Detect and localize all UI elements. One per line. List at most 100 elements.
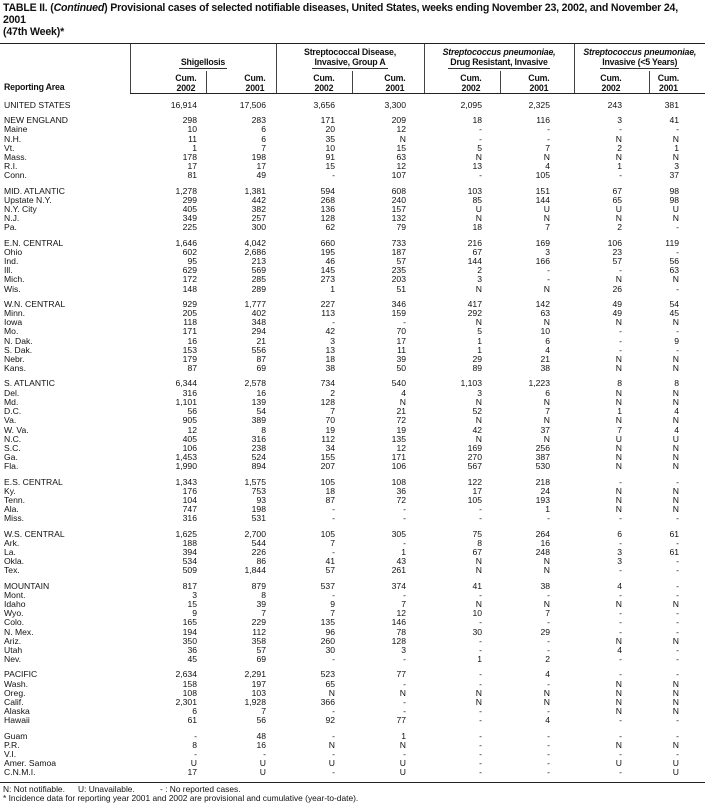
cell-value: 3,300 bbox=[384, 100, 406, 110]
cell-value: N bbox=[672, 387, 679, 398]
cell-value: 11 bbox=[188, 133, 197, 144]
cell-value: 17 bbox=[187, 767, 197, 778]
cell-value: 1 bbox=[477, 344, 482, 355]
legend-not-notifiable: N: Not notifiable. bbox=[3, 783, 65, 794]
cell-value: N bbox=[615, 152, 622, 163]
cell-value: 107 bbox=[391, 170, 406, 181]
table-row: S. Dak. 153 556 13 11 1 4- - bbox=[0, 344, 705, 355]
cell-value: 105 bbox=[535, 170, 550, 181]
table-row: Amer. Samoa U U U U - - U U bbox=[0, 758, 705, 769]
reporting-area: MID. ATLANTIC bbox=[4, 186, 65, 196]
cell-value: 1,844 bbox=[244, 565, 266, 576]
reporting-area: Ill. bbox=[4, 266, 13, 276]
table-row: Mass. 178 198 91 63 N N N N bbox=[0, 152, 705, 163]
cell-value: N bbox=[615, 213, 622, 224]
cell-value: 105 bbox=[320, 528, 335, 539]
cell-value: U bbox=[543, 204, 550, 215]
cell-value: - bbox=[676, 565, 679, 576]
cell-value: N bbox=[543, 565, 550, 576]
cell-value: 81 bbox=[187, 170, 197, 181]
cell-value: 509 bbox=[182, 565, 197, 576]
cell-value: 144 bbox=[467, 256, 482, 267]
table-row: Nev. 45 69 - - 1 2 - - bbox=[0, 654, 705, 665]
cell-value: 556 bbox=[251, 344, 266, 355]
cell-value: - bbox=[547, 739, 550, 750]
reporting-area: Nebr. bbox=[4, 355, 25, 365]
reporting-area: S.C. bbox=[4, 443, 21, 453]
cell-value: 3 bbox=[192, 589, 197, 600]
cell-value: 69 bbox=[256, 654, 266, 665]
reporting-area: N.J. bbox=[4, 214, 20, 224]
reporting-area: La. bbox=[4, 547, 16, 557]
reporting-area: Oreg. bbox=[4, 688, 26, 698]
cell-value: - bbox=[676, 283, 679, 294]
reporting-area: P.R. bbox=[4, 740, 20, 750]
group-header-line2: Invasive (<5 Years) bbox=[600, 57, 680, 69]
cell-value: 1 bbox=[330, 283, 335, 294]
disease-table: Reporting Area Shigellosis Streptococcal… bbox=[0, 43, 705, 778]
cell-value: 753 bbox=[251, 485, 266, 496]
cell-value: - bbox=[332, 513, 335, 524]
cell-value: 178 bbox=[182, 152, 197, 163]
cell-value: U bbox=[672, 204, 679, 215]
table-row: Mich. 172 285 273 203 3 - N N bbox=[0, 275, 705, 284]
table-row: UNITED STATES 16,914 17,506 3,656 3,300 2,095… bbox=[0, 100, 705, 110]
cell-value: - bbox=[547, 265, 550, 276]
cell-value: - bbox=[479, 133, 482, 144]
cell-value: 2 bbox=[545, 654, 550, 665]
cell-value: 531 bbox=[251, 513, 266, 524]
cell-value: 38 bbox=[325, 363, 335, 374]
reporting-area: W.N. CENTRAL bbox=[4, 299, 66, 309]
cell-value: 20 bbox=[325, 124, 335, 135]
cell-value: 1 bbox=[477, 335, 482, 346]
cell-value: 402 bbox=[251, 308, 266, 319]
reporting-area: Colo. bbox=[4, 618, 25, 628]
cell-value: 394 bbox=[182, 546, 197, 557]
reporting-area: Va. bbox=[4, 416, 17, 426]
cell-value: 260 bbox=[320, 635, 335, 646]
cell-value: - bbox=[479, 170, 482, 181]
legend-unavailable: U: Unavailable. bbox=[78, 783, 135, 794]
cell-value: 43 bbox=[396, 556, 406, 567]
cell-value: N bbox=[615, 317, 622, 328]
cell-value: 270 bbox=[467, 452, 482, 463]
table-row: Wyo. 9 7 7 12 10 7 - - bbox=[0, 608, 705, 618]
cell-value: 119 bbox=[665, 237, 679, 248]
table-row: W.S. CENTRAL 1,625 2,700 105 305 75 264 6 61 bbox=[0, 528, 705, 539]
cell-value: - bbox=[479, 767, 482, 778]
cell-value: 72 bbox=[396, 494, 406, 505]
cell-value: 7 bbox=[401, 598, 406, 609]
cell-value: 1,625 bbox=[175, 528, 197, 539]
cell-value: 350 bbox=[182, 635, 197, 646]
table-row: Pa. 225 300 62 79 18 7 2 - bbox=[0, 223, 705, 232]
cell-value: N bbox=[615, 387, 622, 398]
cell-value: - bbox=[676, 246, 679, 257]
cell-value: 63 bbox=[540, 308, 550, 319]
table-row: Oreg. 108 103 N N N N N N bbox=[0, 688, 705, 698]
cell-value: - bbox=[403, 317, 406, 328]
cell-value: 12 bbox=[396, 442, 406, 453]
cell-value: - bbox=[479, 758, 482, 769]
cell-value: 2 bbox=[617, 142, 622, 153]
cell-value: 381 bbox=[664, 100, 679, 110]
reporting-area: Md. bbox=[4, 397, 19, 407]
cell-value: N bbox=[672, 739, 679, 750]
cell-value: N bbox=[672, 213, 679, 224]
cell-value: 128 bbox=[320, 213, 335, 224]
cell-value: 8 bbox=[674, 378, 679, 389]
cell-value: 733 bbox=[391, 237, 406, 248]
group-spacer bbox=[0, 94, 705, 102]
cell-value: - bbox=[332, 767, 335, 778]
cell-value: 268 bbox=[320, 194, 335, 205]
group-header-line1: Streptococcus pneumoniae, bbox=[442, 47, 556, 57]
cell-value: 2,095 bbox=[460, 100, 482, 110]
cell-value: 1 bbox=[545, 504, 550, 515]
table-row: Del. 316 16 2 4 3 6 N N bbox=[0, 387, 705, 398]
cell-value: 7 bbox=[261, 706, 266, 717]
cell-value: N bbox=[615, 133, 622, 144]
cell-value: N bbox=[543, 283, 550, 294]
cell-value: - bbox=[676, 589, 679, 600]
cell-value: - bbox=[676, 124, 679, 135]
reporting-area: Ariz. bbox=[4, 636, 22, 646]
column-header: Cum. 2002 bbox=[275, 71, 352, 94]
